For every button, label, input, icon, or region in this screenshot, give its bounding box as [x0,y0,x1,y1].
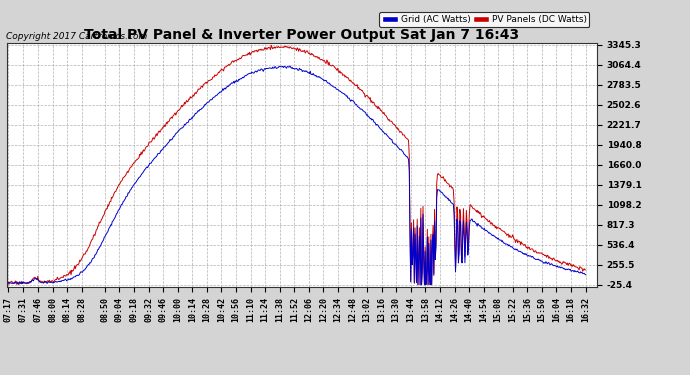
Text: Copyright 2017 Cartronics.com: Copyright 2017 Cartronics.com [6,32,147,41]
Title: Total PV Panel & Inverter Power Output Sat Jan 7 16:43: Total PV Panel & Inverter Power Output S… [84,28,520,42]
Legend: Grid (AC Watts), PV Panels (DC Watts): Grid (AC Watts), PV Panels (DC Watts) [380,12,589,27]
